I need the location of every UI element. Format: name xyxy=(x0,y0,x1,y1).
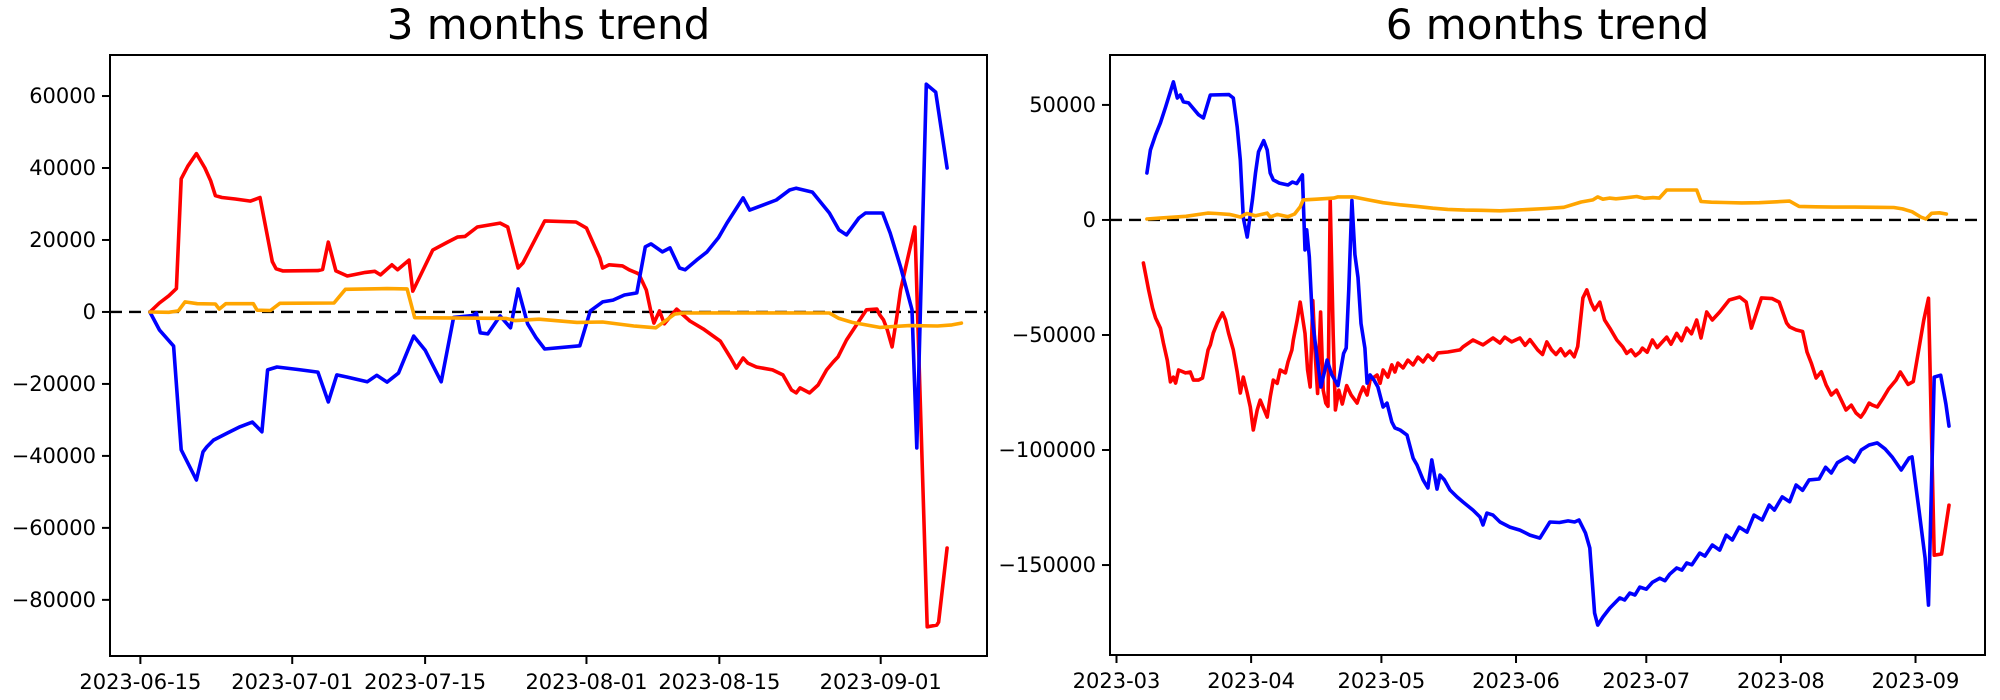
plot-border xyxy=(109,54,988,657)
y-tick-label: −50000 xyxy=(1012,323,1096,347)
x-tick-label: 2023-06 xyxy=(1472,669,1560,693)
series-orange-line xyxy=(1145,188,1949,221)
y-tick-label: 40000 xyxy=(29,156,96,180)
x-tick-label: 2023-03 xyxy=(1073,669,1161,693)
x-tick-label: 2023-05 xyxy=(1338,669,1426,693)
y-tick-label: −40000 xyxy=(12,444,96,468)
x-tick-label: 2023-07-15 xyxy=(364,670,486,694)
y-tick-label: −150000 xyxy=(1000,553,1096,577)
y-tick-label: 20000 xyxy=(29,228,96,252)
y-tick-label: 0 xyxy=(1083,208,1096,232)
x-tick-label: 2023-09 xyxy=(1872,669,1960,693)
x-tick-label: 2023-04 xyxy=(1207,669,1295,693)
series-red-line xyxy=(1141,197,1951,558)
series-blue-line xyxy=(148,82,949,482)
chart-canvas: 2023-03 2023-04 2023-05 2023-06 2023-07 2023-… xyxy=(1000,54,1986,693)
series-orange-line xyxy=(148,286,964,330)
y-tick-label: −60000 xyxy=(12,516,96,540)
y-tick-label: −100000 xyxy=(1000,438,1096,462)
x-tick-label: 2023-08-15 xyxy=(658,670,780,694)
x-tick-label: 2023-07-01 xyxy=(231,670,353,694)
y-tick-label: 60000 xyxy=(29,84,96,108)
series-blue-line xyxy=(1145,80,1951,627)
x-tick-label: 2023-08-01 xyxy=(525,670,647,694)
y-tick-label: −80000 xyxy=(12,588,96,612)
x-tick-label: 2023-09-01 xyxy=(820,670,942,694)
x-tick-label: 2023-07 xyxy=(1602,669,1690,693)
plot-border xyxy=(1109,54,1986,656)
series-red-line xyxy=(148,151,949,629)
x-tick-label: 2023-08 xyxy=(1737,669,1825,693)
chart-title: 6 months trend xyxy=(1385,0,1710,49)
y-tick-label: −20000 xyxy=(12,372,96,396)
x-tick-label: 2023-06-15 xyxy=(79,670,201,694)
y-tick-label: 0 xyxy=(83,300,96,324)
chart-title: 3 months trend xyxy=(386,0,711,49)
y-tick-label: 50000 xyxy=(1029,93,1096,117)
chart-canvas: 2023-06-15 2023-07-01 2023-07-15 2023-08-01… xyxy=(12,54,988,694)
